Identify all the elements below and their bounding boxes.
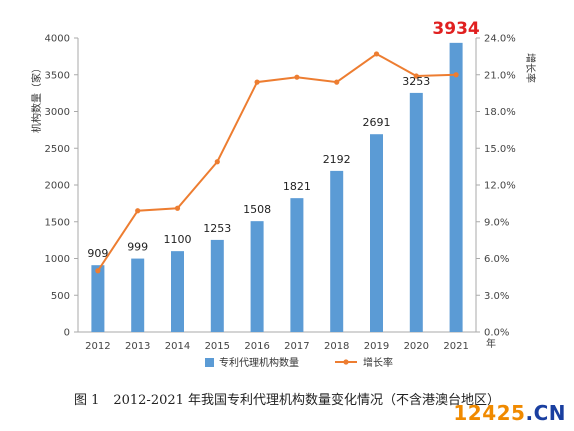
axes: 0 500 1000 1500 2000 2500 3000 3500 4000 0.0% 3.0%… bbox=[30, 34, 537, 353]
legend-bar-label: 专利代理机构数量 bbox=[219, 356, 299, 369]
bar bbox=[250, 221, 264, 332]
data-label: 1508 bbox=[243, 203, 271, 216]
growth-point bbox=[214, 159, 220, 165]
bar bbox=[131, 258, 145, 332]
growth-line-path bbox=[97, 52, 457, 272]
data-label: 909 bbox=[87, 247, 108, 260]
left-tick-label: 500 bbox=[51, 291, 70, 302]
right-tick-label: 3.0% bbox=[484, 291, 509, 302]
left-tick-label: 1500 bbox=[45, 217, 70, 228]
legend: 专利代理机构数量 增长率 bbox=[205, 356, 393, 369]
x-tick-label: 2017 bbox=[284, 341, 309, 352]
right-tick-label: 12.0% bbox=[484, 181, 516, 192]
right-tick-label: 6.0% bbox=[484, 254, 509, 265]
legend-line-label: 增长率 bbox=[363, 356, 393, 369]
left-tick-label: 2000 bbox=[45, 181, 70, 192]
bar bbox=[370, 134, 383, 332]
x-tick-label: 2014 bbox=[165, 341, 190, 352]
data-label: 999 bbox=[127, 241, 148, 254]
x-tick-label: 2013 bbox=[125, 341, 150, 352]
x-tick-label: 2021 bbox=[443, 341, 468, 352]
watermark-main: 12425 bbox=[453, 401, 526, 425]
data-label: 1253 bbox=[203, 222, 231, 235]
left-tick-label: 1000 bbox=[45, 254, 70, 265]
growth-point bbox=[413, 73, 419, 79]
x-tick-label: 2015 bbox=[205, 341, 230, 352]
growth-point bbox=[334, 79, 340, 85]
figure-number: 图 1 bbox=[73, 393, 100, 408]
growth-point bbox=[135, 208, 141, 214]
bars bbox=[91, 42, 463, 332]
x-tick-label: 2019 bbox=[364, 341, 389, 352]
left-tick-label: 4000 bbox=[45, 34, 70, 45]
bar-line-chart: 0 500 1000 1500 2000 2500 3000 3500 4000 0.0% 3.0%… bbox=[30, 19, 537, 369]
right-tick-label: 18.0% bbox=[484, 107, 516, 118]
bar bbox=[290, 198, 304, 332]
growth-point bbox=[254, 79, 260, 85]
growth-line bbox=[95, 51, 459, 274]
bar bbox=[210, 239, 224, 332]
right-tick-label: 21.0% bbox=[484, 70, 516, 81]
legend-bar-swatch bbox=[205, 358, 214, 367]
x-tick-label: 2018 bbox=[324, 341, 349, 352]
data-label: 1821 bbox=[283, 180, 311, 193]
watermark-logo: 12425.CN bbox=[453, 401, 566, 425]
left-tick-label: 2500 bbox=[45, 144, 70, 155]
data-label: 2691 bbox=[363, 116, 391, 129]
caption-text: 2012-2021 年我国专利代理机构数量变化情况（不含港澳台地区） bbox=[113, 393, 501, 408]
figure-caption: 图 1 2012-2021 年我国专利代理机构数量变化情况（不含港澳台地区） bbox=[0, 389, 574, 408]
growth-point bbox=[373, 51, 380, 57]
x-axis-unit: 年 bbox=[486, 337, 496, 350]
growth-point bbox=[294, 74, 300, 80]
highlight-data-label: 3934 bbox=[432, 19, 479, 39]
watermark-suffix: .CN bbox=[525, 401, 566, 425]
right-tick-label: 24.0% bbox=[484, 34, 516, 45]
right-tick-label: 15.0% bbox=[484, 144, 516, 155]
legend-line-marker bbox=[343, 359, 349, 365]
bar bbox=[409, 92, 423, 332]
data-labels: 909 999 1100 1253 1508 1821 2192 2691 3253 3934 bbox=[87, 19, 480, 260]
right-tick-label: 9.0% bbox=[484, 217, 509, 228]
data-label: 2192 bbox=[323, 153, 351, 166]
left-tick-label: 3500 bbox=[45, 70, 70, 81]
x-tick-label: 2020 bbox=[404, 341, 429, 352]
growth-point bbox=[453, 72, 459, 78]
left-tick-label: 0 bbox=[64, 328, 70, 339]
bar bbox=[330, 170, 344, 332]
bar bbox=[91, 265, 105, 332]
data-label: 3253 bbox=[402, 75, 430, 88]
x-tick-label: 2016 bbox=[244, 341, 269, 352]
bar bbox=[171, 251, 184, 332]
growth-point bbox=[174, 205, 181, 211]
left-tick-label: 3000 bbox=[45, 107, 70, 118]
right-tick-label: 0.0% bbox=[484, 328, 509, 339]
data-label: 1100 bbox=[164, 233, 192, 246]
growth-point bbox=[95, 268, 101, 274]
x-tick-label: 2012 bbox=[85, 341, 110, 352]
left-axis-title: 机构数量（家） bbox=[30, 63, 43, 133]
right-axis-title: 增长率 bbox=[524, 53, 537, 83]
bar bbox=[449, 42, 463, 332]
